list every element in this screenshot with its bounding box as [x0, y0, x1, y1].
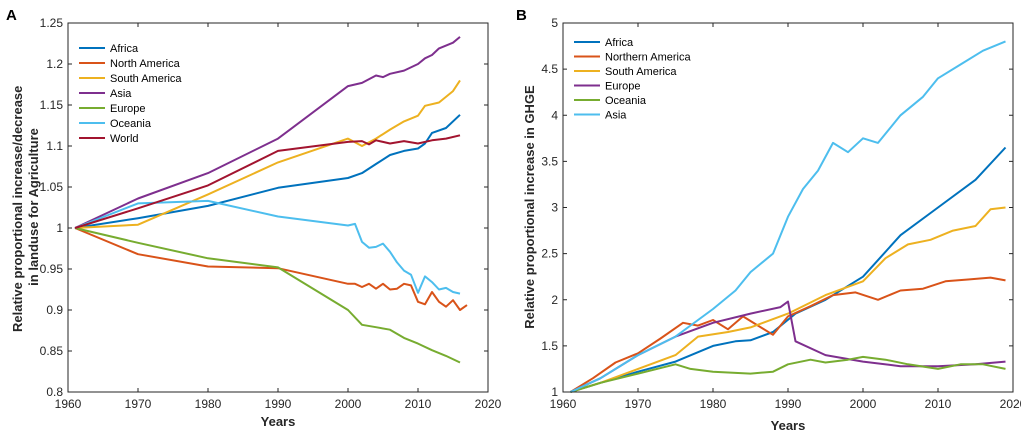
y-tick-label-b: 5 — [551, 16, 558, 30]
legend-item-europe-b: Europe — [574, 81, 640, 93]
legend-item-north-america-a: North America — [79, 58, 181, 70]
legend-item-asia-b: Asia — [574, 110, 627, 122]
y-axis-label-a-line-1: Relative proportional increase/decrease — [10, 86, 25, 332]
x-axis-ticks-b: 1960 1970 1980 1990 2000 2010 2020 — [550, 23, 1021, 411]
legend-label-asia-a: Asia — [110, 88, 132, 100]
series-line-northern-america-b — [569, 276, 1006, 393]
legend-label-north-america-a: North America — [110, 58, 181, 70]
series-line-world-a — [74, 134, 461, 229]
y-tick-label-b: 4.5 — [541, 62, 558, 76]
y-tick-label-b: 2 — [551, 293, 558, 307]
y-axis-label-b: Relative proportional increase in GHGE — [522, 85, 537, 329]
x-tick-label-b: 2010 — [925, 397, 952, 411]
x-tick-label-a: 1960 — [55, 397, 82, 411]
series-line-oceania-b — [570, 355, 1006, 393]
y-tick-label-b: 2.5 — [541, 247, 558, 261]
x-axis-ticks-a: 1960 1970 1980 1990 2000 2010 2020 — [55, 23, 502, 411]
legend-item-europe-a: Europe — [79, 103, 145, 115]
legend-label-northern-america-b: Northern America — [605, 52, 691, 64]
legend-b: Africa Northern America South America Europ… — [574, 37, 691, 122]
legend-item-oceania-a: Oceania — [79, 118, 152, 130]
y-tick-label-b: 4 — [551, 108, 558, 122]
y-axis-label-b-line-1: Relative proportional increase in GHGE — [522, 85, 537, 329]
y-tick-label-a: 1.15 — [40, 98, 64, 112]
legend-item-south-america-a: South America — [79, 73, 182, 85]
legend-label-europe-a: Europe — [110, 103, 145, 115]
legend-item-northern-america-b: Northern America — [574, 52, 691, 64]
series-group-a — [74, 36, 468, 364]
y-tick-label-a: 0.85 — [40, 344, 64, 358]
x-tick-label-a: 1970 — [125, 397, 152, 411]
y-axis-label-a-line-2: in landuse for Agriculture — [26, 128, 41, 286]
x-tick-label-b: 1990 — [775, 397, 802, 411]
legend-item-south-america-b: South America — [574, 66, 677, 78]
legend-a: Africa North America South America Asia Euro… — [79, 43, 182, 145]
y-tick-label-a: 1.1 — [46, 139, 63, 153]
legend-label-world-a: World — [110, 133, 139, 145]
legend-item-africa-a: Africa — [79, 43, 139, 55]
y-tick-label-b: 1 — [551, 385, 558, 399]
y-axis-label-a: Relative proportional increase/decrease … — [10, 82, 41, 332]
x-tick-label-a: 2000 — [335, 397, 362, 411]
x-tick-label-b: 2000 — [850, 397, 877, 411]
series-line-asia-a — [74, 36, 461, 229]
x-axis-label-a: Years — [261, 414, 296, 429]
legend-label-africa-a: Africa — [110, 43, 139, 55]
y-tick-label-a: 0.95 — [40, 262, 64, 276]
legend-label-oceania-b: Oceania — [605, 95, 647, 107]
panel-b: B 1960 1970 1980 1990 2000 2010 2020 1 1.5 2 2.5 3… — [516, 7, 1021, 433]
legend-label-south-america-a: South America — [110, 73, 182, 85]
series-line-south-america-a — [74, 79, 461, 229]
y-tick-label-a: 1 — [56, 221, 63, 235]
series-line-asia-b — [570, 40, 1006, 393]
x-tick-label-a: 2020 — [475, 397, 502, 411]
series-line-africa-b — [570, 146, 1007, 393]
legend-label-europe-b: Europe — [605, 81, 640, 93]
series-line-oceania-a — [74, 199, 461, 295]
y-tick-label-b: 3 — [551, 201, 558, 215]
y-tick-label-a: 0.9 — [46, 303, 63, 317]
y-tick-label-a: 1.25 — [40, 16, 64, 30]
y-tick-label-b: 3.5 — [541, 154, 558, 168]
y-tick-label-a: 1.2 — [46, 57, 63, 71]
legend-label-africa-b: Africa — [605, 37, 634, 49]
panel-label-b: B — [516, 7, 527, 24]
legend-item-oceania-b: Oceania — [574, 95, 647, 107]
legend-item-asia-a: Asia — [79, 88, 132, 100]
legend-label-oceania-a: Oceania — [110, 118, 152, 130]
series-line-south-america-b — [570, 206, 1006, 393]
panel-label-a: A — [6, 7, 17, 24]
y-axis-ticks-b: 1 1.5 2 2.5 3 3.5 4 4.5 5 — [541, 16, 1013, 399]
x-tick-label-a: 2010 — [405, 397, 432, 411]
x-tick-label-b: 1960 — [550, 397, 577, 411]
y-tick-label-b: 1.5 — [541, 339, 558, 353]
x-tick-label-b: 2020 — [1000, 397, 1021, 411]
series-group-b — [569, 40, 1007, 393]
x-tick-label-a: 1980 — [195, 397, 222, 411]
series-line-north-america-a — [74, 227, 468, 311]
x-tick-label-b: 1980 — [700, 397, 727, 411]
legend-label-asia-b: Asia — [605, 110, 627, 122]
legend-item-world-a: World — [79, 133, 139, 145]
y-axis-ticks-a: 0.8 0.85 0.9 0.95 1 1.05 1.1 1.15 1.2 1.25 — [40, 16, 488, 399]
legend-label-south-america-b: South America — [605, 66, 677, 78]
y-tick-label-a: 0.8 — [46, 385, 63, 399]
series-line-europe-a — [74, 227, 461, 364]
y-tick-label-a: 1.05 — [40, 180, 64, 194]
legend-box-b — [569, 31, 721, 133]
x-tick-label-a: 1990 — [265, 397, 292, 411]
x-tick-label-b: 1970 — [625, 397, 652, 411]
legend-item-africa-b: Africa — [574, 37, 634, 49]
x-axis-label-b: Years — [771, 418, 806, 433]
